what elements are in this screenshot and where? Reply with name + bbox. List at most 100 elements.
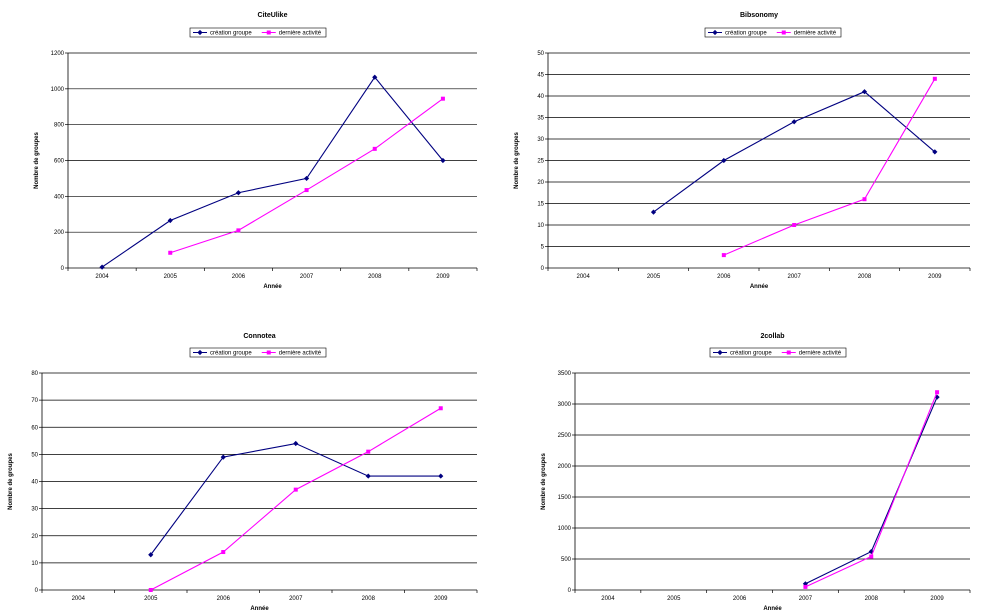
y-tick-label: 15 — [537, 202, 544, 208]
data-point-2 — [869, 554, 874, 559]
series-line-2 — [170, 98, 444, 254]
y-tick-label: 400 — [54, 194, 65, 200]
chart-1: CiteUlike création groupe dernière activit… — [34, 12, 478, 290]
y-tick-label: 10 — [31, 561, 38, 567]
x-tick-label: 2009 — [928, 274, 942, 280]
data-point-1 — [148, 552, 154, 558]
chart-title: Bibsonomy — [740, 12, 778, 19]
y-tick-label: 40 — [31, 480, 38, 486]
legend-marker-2 — [266, 350, 271, 355]
x-tick-label: 2008 — [368, 274, 382, 280]
legend-label-1: création groupe — [210, 351, 252, 357]
data-point-2 — [304, 188, 309, 193]
data-point-2 — [236, 228, 241, 233]
x-tick-label: 2009 — [436, 274, 450, 280]
chart-3: Connotea création groupe dernière activité… — [8, 333, 478, 612]
y-tick-label: 30 — [31, 507, 38, 513]
x-tick-label: 2005 — [164, 274, 178, 280]
legend-marker-2 — [786, 350, 791, 355]
data-point-2 — [721, 253, 726, 258]
x-axis-title: Année — [763, 606, 782, 612]
y-tick-label: 800 — [54, 123, 65, 129]
x-tick-label: 2007 — [787, 274, 801, 280]
x-tick-label: 2007 — [799, 596, 813, 602]
y-tick-label: 500 — [561, 557, 572, 563]
x-tick-label: 2007 — [289, 596, 303, 602]
x-tick-label: 2006 — [217, 596, 231, 602]
data-point-1 — [438, 473, 444, 479]
y-tick-label: 50 — [31, 452, 38, 458]
x-tick-label: 2006 — [733, 596, 747, 602]
data-point-1 — [802, 581, 809, 587]
y-tick-label: 3500 — [558, 371, 572, 377]
y-tick-label: 3000 — [558, 402, 572, 408]
y-tick-label: 70 — [31, 398, 38, 404]
data-point-2 — [366, 449, 371, 454]
y-tick-label: 1500 — [558, 495, 572, 501]
y-axis-title: Nombre de groupes — [8, 453, 14, 510]
x-tick-label: 2005 — [667, 596, 681, 602]
y-tick-label: 35 — [537, 116, 544, 122]
chart-title: 2collab — [760, 333, 784, 340]
data-point-2 — [293, 487, 298, 492]
series-line-2 — [723, 78, 936, 256]
series-line-1 — [101, 76, 444, 268]
data-point-2 — [168, 250, 173, 255]
y-tick-label: 80 — [31, 371, 38, 377]
legend-marker-1 — [197, 349, 203, 356]
x-tick-label: 2008 — [362, 596, 376, 602]
x-tick-label: 2009 — [930, 596, 944, 602]
y-axis-title: Nombre de groupes — [34, 132, 40, 189]
x-axis-title: Année — [750, 284, 769, 290]
x-axis-title: Année — [250, 606, 269, 612]
legend-marker-1 — [717, 349, 723, 356]
data-point-1 — [365, 473, 371, 479]
x-tick-label: 2005 — [647, 274, 661, 280]
chart-title: CiteUlike — [258, 12, 288, 19]
data-point-1 — [99, 264, 105, 270]
y-tick-label: 25 — [537, 159, 544, 165]
legend-marker-1 — [197, 29, 203, 36]
data-point-1 — [372, 74, 378, 80]
data-point-1 — [868, 548, 874, 555]
data-point-1 — [440, 157, 446, 164]
data-point-2 — [862, 197, 867, 202]
data-point-2 — [935, 390, 940, 395]
y-tick-label: 2500 — [558, 433, 572, 439]
legend: création groupe dernière activité — [189, 27, 327, 38]
legend-marker-2 — [781, 30, 786, 35]
y-tick-label: 10 — [537, 223, 544, 229]
y-tick-label: 45 — [537, 73, 544, 79]
legend-label-1: création groupe — [210, 31, 252, 37]
data-point-2 — [221, 550, 226, 555]
y-tick-label: 30 — [537, 137, 544, 143]
y-tick-label: 50 — [537, 51, 544, 57]
x-tick-label: 2005 — [144, 596, 158, 602]
y-axis-title: Nombre de groupes — [514, 132, 520, 189]
y-axis-title: Nombre de groupes — [541, 453, 547, 510]
legend-label-1: création groupe — [730, 351, 772, 357]
y-tick-label: 2000 — [558, 464, 572, 470]
x-axis-title: Année — [263, 284, 282, 290]
series-line-1 — [150, 442, 441, 556]
x-tick-label: 2007 — [300, 274, 314, 280]
y-tick-label: 20 — [537, 180, 544, 186]
data-point-1 — [861, 89, 868, 95]
data-point-1 — [293, 440, 299, 447]
legend: création groupe dernière activité — [704, 27, 842, 38]
x-tick-label: 2008 — [858, 274, 872, 280]
data-point-1 — [303, 175, 310, 182]
data-point-1 — [235, 190, 242, 196]
y-tick-label: 200 — [54, 230, 65, 236]
chart-title: Connotea — [243, 333, 275, 340]
legend-label-2: dernière activité — [279, 31, 322, 37]
x-tick-label: 2004 — [576, 274, 590, 280]
data-point-1 — [932, 149, 938, 155]
y-tick-label: 1000 — [51, 87, 65, 93]
legend-label-2: dernière activité — [279, 351, 322, 357]
data-point-1 — [934, 394, 940, 400]
y-tick-label: 20 — [31, 534, 38, 540]
x-tick-label: 2006 — [232, 274, 246, 280]
data-point-2 — [438, 406, 443, 411]
